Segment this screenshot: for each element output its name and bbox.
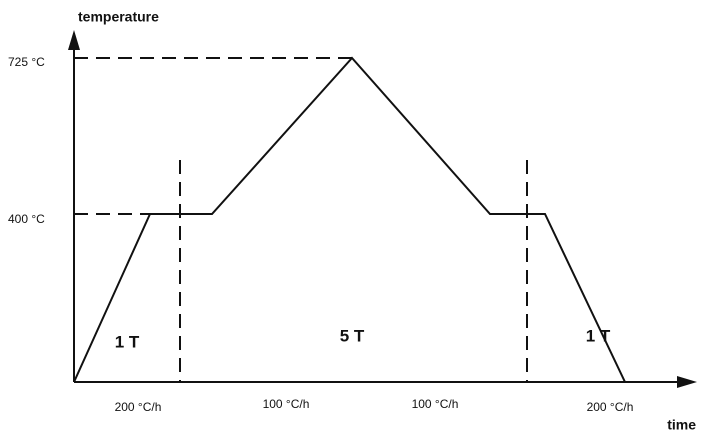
rate-label: 200 °C/h bbox=[115, 400, 162, 414]
guides bbox=[74, 57, 528, 382]
x-axis-label: time bbox=[667, 417, 696, 433]
y-arrow bbox=[68, 30, 80, 50]
phase-label: 1 T bbox=[586, 326, 611, 345]
x-arrow bbox=[677, 376, 697, 388]
level-label: 400 °C bbox=[8, 212, 45, 226]
phase-label: 1 T bbox=[115, 332, 140, 351]
level-label: 725 °C bbox=[8, 55, 45, 69]
y-axis-label: temperature bbox=[78, 9, 159, 25]
rate-label: 100 °C/h bbox=[263, 397, 310, 411]
temperature-profile bbox=[73, 56, 626, 383]
rate-label: 200 °C/h bbox=[587, 400, 634, 414]
phase-label: 5 T bbox=[340, 326, 365, 345]
rate-label: 100 °C/h bbox=[412, 397, 459, 411]
